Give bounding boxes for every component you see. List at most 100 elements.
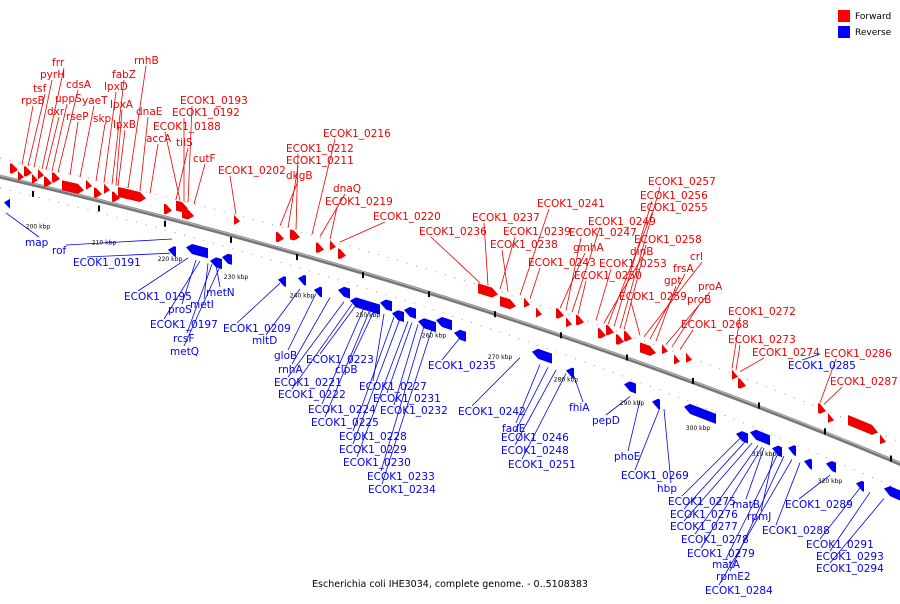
forward-gene-9[interactable] [94,187,102,198]
gene-label-lpxa[interactable]: lpxA [110,99,134,111]
forward-gene-5[interactable] [44,176,52,187]
gene-label-ecok1-0279[interactable]: ECOK1_0279 [687,548,755,560]
gene-label-rcsf[interactable]: rcsF [173,333,194,345]
gene-label-pros[interactable]: proS [168,304,192,316]
forward-gene-10[interactable] [104,183,110,194]
reverse-gene-1[interactable] [168,246,176,257]
gene-label-ecok1-0242[interactable]: ECOK1_0242 [458,406,526,418]
gene-label-map[interactable]: map [25,237,49,249]
gene-label-crl[interactable]: crl [690,251,703,263]
gene-label-ecok1-0219[interactable]: ECOK1_0219 [325,196,393,208]
gene-label-frr[interactable]: frr [52,57,65,69]
forward-gene-6[interactable] [52,172,60,183]
gene-label-ecok1-0239[interactable]: ECOK1_0239 [503,226,571,238]
gene-label-lpxd[interactable]: lpxD [104,81,128,93]
gene-label-acca[interactable]: accA [146,133,172,145]
gene-label-metn[interactable]: metN [206,287,235,299]
gene-label-ecok1-0212[interactable]: ECOK1_0212 [286,143,354,155]
reverse-gene-12[interactable] [404,306,416,319]
forward-gene-28[interactable] [576,314,584,326]
gene-label-ecok1-0293[interactable]: ECOK1_0293 [816,551,884,563]
reverse-gene-25[interactable] [804,458,812,470]
forward-gene-19[interactable] [316,242,324,253]
gene-label-ecok1-0246[interactable]: ECOK1_0246 [501,432,569,444]
gene-label-ecok1-0209[interactable]: ECOK1_0209 [223,323,291,335]
reverse-gene-26[interactable] [826,461,836,473]
gene-label-ecok1-0247[interactable]: ECOK1_0247 [569,227,637,239]
reverse-gene-6[interactable] [298,275,306,286]
gene-label-tsf[interactable]: tsf [33,83,47,95]
gene-label-ecok1-0248[interactable]: ECOK1_0248 [501,445,569,457]
gene-label-dinb[interactable]: dinB [630,246,653,258]
reverse-gene-28[interactable] [884,486,900,501]
gene-label-ecok1-0294[interactable]: ECOK1_0294 [816,563,884,575]
gene-label-proa[interactable]: proA [698,281,723,293]
forward-gene-27[interactable] [566,317,572,328]
gene-label-ecok1-0202[interactable]: ECOK1_0202 [218,165,286,177]
gene-label-tils[interactable]: tilS [176,137,193,149]
gene-label-gpt[interactable]: gpt [664,275,681,287]
gene-label-ecok1-0188[interactable]: ECOK1_0188 [153,121,221,133]
gene-label-mltd[interactable]: mltD [252,335,277,347]
gene-label-cdsa[interactable]: cdsA [66,79,92,91]
forward-gene-33[interactable] [640,342,656,356]
reverse-gene-17[interactable] [566,367,574,379]
gene-label-ecok1-0275[interactable]: ECOK1_0275 [668,496,736,508]
forward-gene-1[interactable] [18,170,24,181]
reverse-gene-23[interactable] [772,445,782,458]
gene-label-ecok1-0259[interactable]: ECOK1_0259 [619,291,687,303]
reverse-gene-11[interactable] [392,310,404,322]
gene-label-prob[interactable]: proB [687,294,711,306]
gene-label-dxr[interactable]: dxr [47,106,65,118]
forward-gene-15[interactable] [182,208,194,220]
gene-label-ecok1-0277[interactable]: ECOK1_0277 [670,521,738,533]
gene-label-ecok1-0253[interactable]: ECOK1_0253 [599,258,667,270]
forward-gene-11[interactable] [112,191,120,203]
gene-label-skp[interactable]: skp [93,113,112,125]
gene-label-pyrh[interactable]: pyrH [40,69,65,81]
reverse-gene-0[interactable] [4,198,10,209]
reverse-gene-8[interactable] [338,286,350,299]
gene-label-ecok1-0228[interactable]: ECOK1_0228 [339,431,407,443]
gene-label-ecok1-0257[interactable]: ECOK1_0257 [648,176,716,188]
reverse-gene-19[interactable] [652,398,660,410]
gene-label-upps[interactable]: uppS [55,93,82,105]
forward-gene-24[interactable] [524,297,530,308]
reverse-gene-5[interactable] [278,276,286,287]
gene-label-ecok1-0229[interactable]: ECOK1_0229 [339,444,407,456]
forward-gene-0[interactable] [10,163,18,174]
reverse-gene-15[interactable] [454,329,466,342]
forward-gene-30[interactable] [606,324,614,336]
forward-gene-2[interactable] [24,166,32,177]
forward-gene-36[interactable] [686,352,692,363]
forward-gene-21[interactable] [338,248,346,259]
reverse-gene-24[interactable] [788,445,796,456]
gene-label-ecok1-0231[interactable]: ECOK1_0231 [373,393,441,405]
gene-label-fhia[interactable]: fhiA [569,402,590,414]
gene-label-ecok1-0256[interactable]: ECOK1_0256 [640,190,708,202]
gene-label-ecok1-0286[interactable]: ECOK1_0286 [824,348,892,360]
forward-gene-37[interactable] [732,369,738,380]
forward-gene-39[interactable] [818,402,826,414]
gene-label-rof[interactable]: rof [52,245,67,257]
gene-label-mata[interactable]: matA [712,559,741,571]
gene-label-ecok1-0237[interactable]: ECOK1_0237 [472,212,540,224]
gene-label-ecok1-0235[interactable]: ECOK1_0235 [428,360,496,372]
gene-label-ecok1-0285[interactable]: ECOK1_0285 [788,360,856,372]
gene-label-ecok1-0255[interactable]: ECOK1_0255 [640,202,708,214]
gene-label-ecok1-0223[interactable]: ECOK1_0223 [306,354,374,366]
reverse-gene-27[interactable] [856,480,864,492]
gene-label-rnha[interactable]: rnhA [278,364,303,376]
forward-gene-12[interactable] [118,186,146,202]
forward-gene-22[interactable] [478,283,498,298]
forward-gene-41[interactable] [848,415,878,435]
forward-gene-20[interactable] [330,240,336,251]
reverse-gene-10[interactable] [380,299,392,312]
gene-label-ecok1-0251[interactable]: ECOK1_0251 [508,459,576,471]
gene-label-rpsb[interactable]: rpsB [21,95,45,107]
gene-label-metq[interactable]: metQ [170,346,199,358]
gene-label-ecok1-0276[interactable]: ECOK1_0276 [670,509,738,521]
gene-label-ecok1-0269[interactable]: ECOK1_0269 [621,470,689,482]
forward-gene-34[interactable] [662,344,668,355]
gene-label-ecok1-0278[interactable]: ECOK1_0278 [681,534,749,546]
